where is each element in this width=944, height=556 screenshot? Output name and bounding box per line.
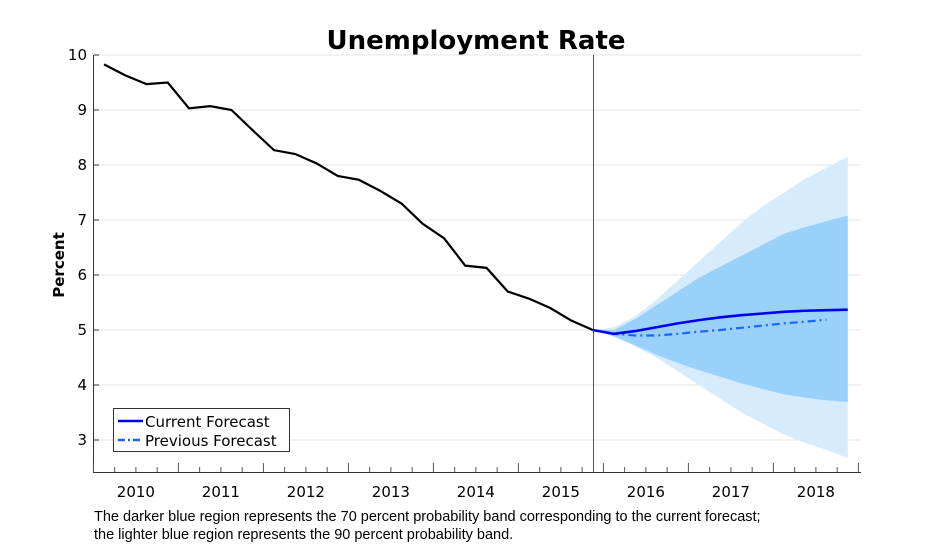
x-tick-label: 2015	[542, 483, 580, 501]
y-tick-label: 10	[68, 46, 87, 64]
gridlines	[94, 54, 861, 441]
previous-forecast-line	[592, 318, 827, 337]
y-tick-label: 7	[77, 211, 87, 229]
x-tick-label: 2011	[202, 483, 240, 501]
x-ticks: 2010 2011 2012 2013 2014 2015 2016 2017 2018	[92, 463, 859, 501]
y-tick-label: 9	[77, 101, 87, 119]
x-tick-label: 2017	[712, 483, 750, 501]
x-tick-label: 2010	[117, 483, 155, 501]
x-tick-label: 2016	[627, 483, 665, 501]
legend-label-previous: Previous Forecast	[145, 432, 277, 450]
x-tick-label: 2018	[797, 483, 835, 501]
x-tick-label: 2014	[457, 483, 495, 501]
caption-line-1: The darker blue region represents the 70…	[94, 509, 761, 525]
current-forecast-line	[592, 308, 848, 336]
chart-title: Unemployment Rate	[326, 26, 625, 56]
chart-caption: The darker blue region represents the 70…	[94, 508, 761, 544]
series-lines	[103, 63, 848, 337]
x-tick-label: 2012	[287, 483, 325, 501]
x-tick-label: 2013	[372, 483, 410, 501]
caption-line-2: the lighter blue region represents the 9…	[94, 527, 514, 543]
y-ticks: 3 4 5 6 7 8 9 10	[68, 46, 99, 449]
y-axis-label: Percent	[50, 232, 68, 297]
y-tick-label: 3	[77, 431, 87, 449]
band-70-percent	[592, 215, 848, 403]
y-tick-label: 8	[77, 156, 87, 174]
y-tick-label: 4	[77, 376, 87, 394]
probability-bands	[592, 156, 848, 459]
legend: Current Forecast Previous Forecast	[113, 408, 290, 452]
history-line	[103, 63, 594, 332]
y-tick-label: 5	[77, 321, 87, 339]
y-tick-label: 6	[77, 266, 87, 284]
legend-label-current: Current Forecast	[145, 413, 270, 431]
